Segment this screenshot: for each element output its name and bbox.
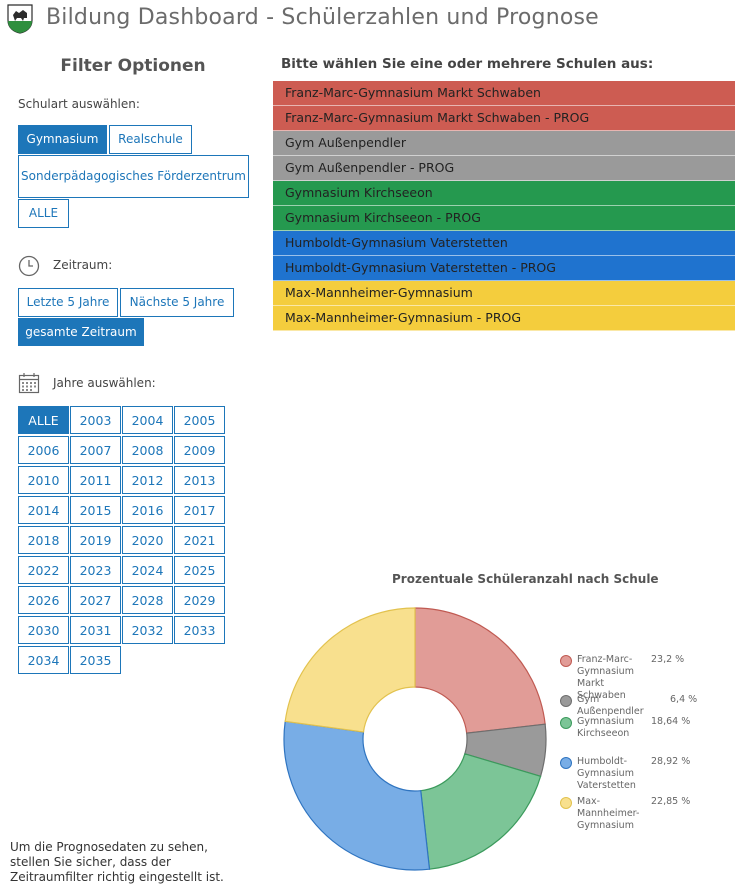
year-button-2032[interactable]: 2032 — [122, 616, 173, 644]
year-button-2010[interactable]: 2010 — [18, 466, 69, 494]
year-button-alle[interactable]: ALLE — [18, 406, 69, 434]
legend-label: Max-Mannheimer-Gymnasium — [577, 796, 640, 831]
legend-value: 22,85 % — [651, 796, 691, 807]
school-option[interactable]: Gym Außenpendler — [273, 131, 735, 156]
crest-logo-icon — [7, 4, 33, 34]
year-button-2031[interactable]: 2031 — [70, 616, 121, 644]
school-option[interactable]: Gymnasium Kirchseeon - PROG — [273, 206, 735, 231]
schulart-gymnasium-button[interactable]: Gymnasium — [18, 125, 107, 154]
legend-swatch — [560, 655, 572, 667]
year-button-2019[interactable]: 2019 — [70, 526, 121, 554]
chart-title: Prozentuale Schüleranzahl nach Schule — [392, 572, 659, 586]
legend-value: 6,4 % — [670, 694, 698, 705]
year-button-2003[interactable]: 2003 — [70, 406, 121, 434]
jahre-label: Jahre auswählen: — [53, 376, 156, 390]
school-option[interactable]: Franz-Marc-Gymnasium Markt Schwaben - PR… — [273, 106, 735, 131]
year-button-2029[interactable]: 2029 — [174, 586, 225, 614]
year-button-2007[interactable]: 2007 — [70, 436, 121, 464]
year-button-2022[interactable]: 2022 — [18, 556, 69, 584]
school-option[interactable]: Humboldt-Gymnasium Vaterstetten - PROG — [273, 256, 735, 281]
legend-item[interactable]: Franz-Marc-Gymnasium Markt Schwaben 23,2 … — [558, 653, 748, 701]
schulart-foerderzentrum-button[interactable]: Sonderpädagogisches Förderzentrum — [18, 155, 249, 198]
year-button-2013[interactable]: 2013 — [174, 466, 225, 494]
schulart-alle-button[interactable]: ALLE — [18, 199, 69, 228]
year-button-2008[interactable]: 2008 — [122, 436, 173, 464]
year-button-2015[interactable]: 2015 — [70, 496, 121, 524]
school-option[interactable]: Max-Mannheimer-Gymnasium — [273, 281, 735, 306]
year-button-2009[interactable]: 2009 — [174, 436, 225, 464]
year-button-2014[interactable]: 2014 — [18, 496, 69, 524]
year-button-2035[interactable]: 2035 — [70, 646, 121, 674]
schulart-label: Schulart auswählen: — [18, 97, 140, 111]
year-button-2017[interactable]: 2017 — [174, 496, 225, 524]
school-option[interactable]: Gymnasium Kirchseeon — [273, 181, 735, 206]
year-button-2005[interactable]: 2005 — [174, 406, 225, 434]
zeitraum-naechste-5-jahre-button[interactable]: Nächste 5 Jahre — [120, 288, 234, 317]
chart-legend: Franz-Marc-Gymnasium Markt Schwaben 23,2 … — [558, 653, 748, 831]
year-button-2018[interactable]: 2018 — [18, 526, 69, 554]
zeitraum-gesamte-button[interactable]: gesamte Zeitraum — [18, 318, 144, 346]
year-button-2030[interactable]: 2030 — [18, 616, 69, 644]
year-button-2033[interactable]: 2033 — [174, 616, 225, 644]
app-header: Bildung Dashboard - Schülerzahlen und Pr… — [0, 0, 751, 40]
year-button-2016[interactable]: 2016 — [122, 496, 173, 524]
year-button-2034[interactable]: 2034 — [18, 646, 69, 674]
legend-swatch — [560, 695, 572, 707]
legend-swatch — [560, 757, 572, 769]
year-button-2011[interactable]: 2011 — [70, 466, 121, 494]
filter-options-title: Filter Optionen — [60, 56, 206, 76]
clock-icon — [18, 255, 40, 277]
calendar-icon — [18, 373, 40, 394]
pie-slice[interactable] — [284, 607, 416, 733]
schulart-realschule-button[interactable]: Realschule — [109, 125, 192, 154]
year-button-2027[interactable]: 2027 — [70, 586, 121, 614]
legend-label: Franz-Marc-Gymnasium Markt Schwaben — [577, 654, 634, 701]
school-select-header: Bitte wählen Sie eine oder mehrere Schul… — [281, 56, 654, 72]
pie-slice[interactable] — [420, 753, 542, 870]
legend-value: 23,2 % — [651, 654, 685, 665]
legend-item[interactable]: Max-Mannheimer-Gymnasium 22,85 % — [558, 795, 748, 831]
year-button-2021[interactable]: 2021 — [174, 526, 225, 554]
legend-label: Gym Außenpendler — [577, 694, 644, 717]
school-option[interactable]: Gym Außenpendler - PROG — [273, 156, 735, 181]
legend-swatch — [560, 797, 572, 809]
year-button-2023[interactable]: 2023 — [70, 556, 121, 584]
donut-chart — [283, 607, 547, 871]
legend-label: Gymnasium Kirchseeon — [577, 716, 634, 739]
year-button-2012[interactable]: 2012 — [122, 466, 173, 494]
legend-item[interactable]: Gym Außenpendler 6,4 % — [558, 693, 748, 717]
year-button-2024[interactable]: 2024 — [122, 556, 173, 584]
year-button-2026[interactable]: 2026 — [18, 586, 69, 614]
school-option[interactable]: Max-Mannheimer-Gymnasium - PROG — [273, 306, 735, 331]
year-button-2020[interactable]: 2020 — [122, 526, 173, 554]
legend-value: 18,64 % — [651, 716, 691, 727]
year-button-2025[interactable]: 2025 — [174, 556, 225, 584]
page-title: Bildung Dashboard - Schülerzahlen und Pr… — [46, 5, 599, 30]
legend-value: 28,92 % — [651, 756, 691, 767]
zeitraum-letzte-5-jahre-button[interactable]: Letzte 5 Jahre — [18, 288, 118, 317]
zeitraum-label: Zeitraum: — [53, 258, 113, 272]
pie-slice[interactable] — [283, 720, 431, 871]
pie-slice[interactable] — [414, 607, 546, 734]
prognose-note: Um die Prognosedaten zu sehen, stellen S… — [10, 840, 224, 884]
year-button-2028[interactable]: 2028 — [122, 586, 173, 614]
year-button-2006[interactable]: 2006 — [18, 436, 69, 464]
legend-label: Humboldt-Gymnasium Vaterstetten — [577, 756, 636, 791]
legend-swatch — [560, 717, 572, 729]
school-list: Franz-Marc-Gymnasium Markt Schwaben Franz… — [273, 81, 735, 331]
school-option[interactable]: Franz-Marc-Gymnasium Markt Schwaben — [273, 81, 735, 106]
school-option[interactable]: Humboldt-Gymnasium Vaterstetten — [273, 231, 735, 256]
year-button-2004[interactable]: 2004 — [122, 406, 173, 434]
legend-item[interactable]: Gymnasium Kirchseeon 18,64 % — [558, 715, 748, 745]
legend-item[interactable]: Humboldt-Gymnasium Vaterstetten 28,92 % — [558, 755, 748, 791]
